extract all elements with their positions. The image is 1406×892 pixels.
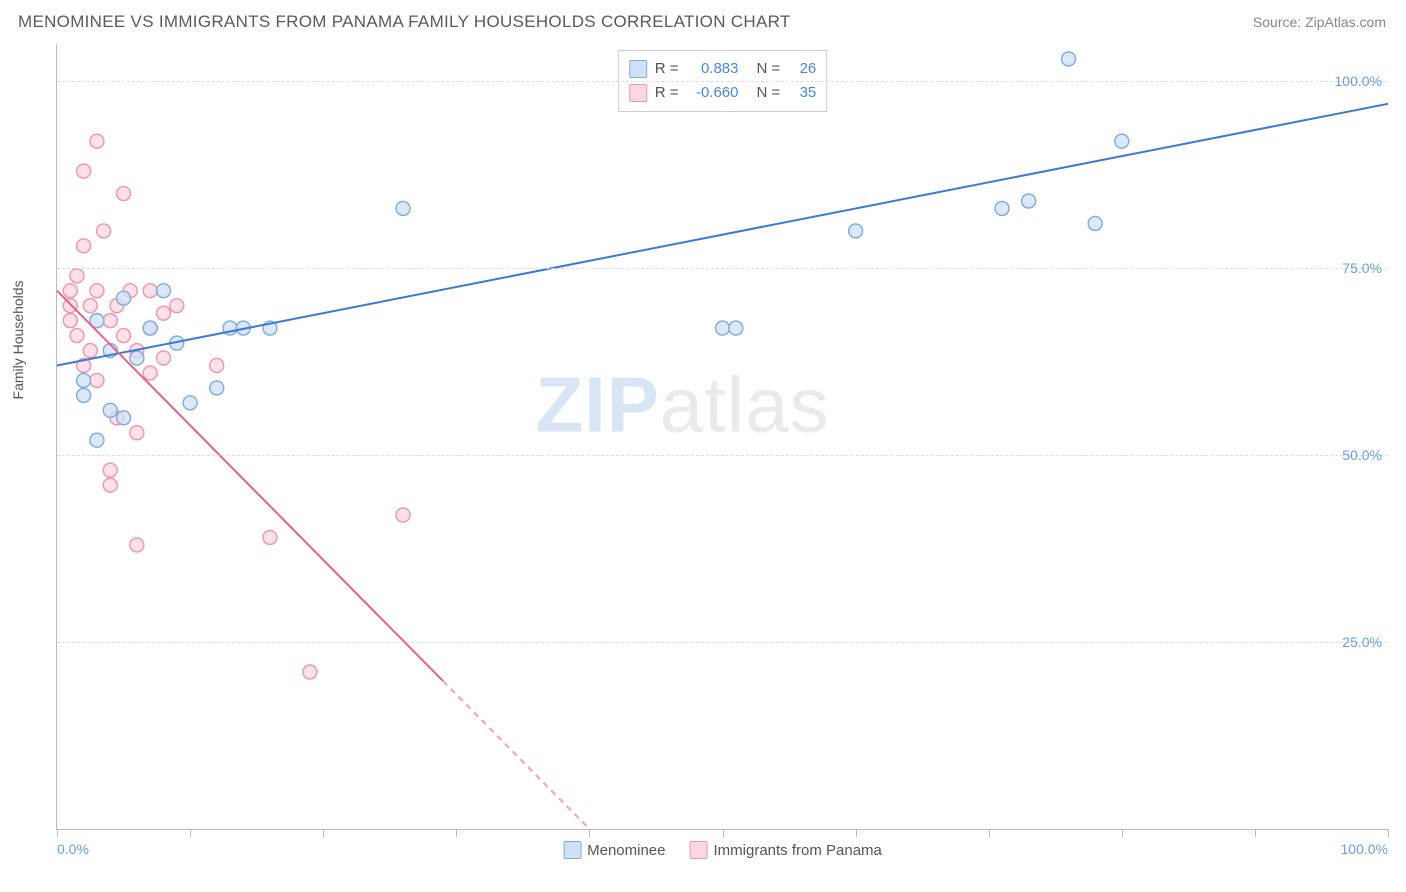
data-point <box>210 358 224 372</box>
legend-item: Immigrants from Panama <box>690 841 882 859</box>
data-point <box>143 321 157 335</box>
data-point <box>117 187 131 201</box>
legend-swatch <box>690 841 708 859</box>
data-point <box>63 284 77 298</box>
legend-n-value: 26 <box>788 57 816 81</box>
data-point <box>77 164 91 178</box>
legend-r-label: R = <box>655 81 679 105</box>
y-axis-label: Family Households <box>10 280 26 399</box>
data-point <box>83 299 97 313</box>
x-tick <box>57 829 58 837</box>
data-point <box>97 224 111 238</box>
data-point <box>70 329 84 343</box>
data-point <box>849 224 863 238</box>
data-point <box>156 351 170 365</box>
data-point <box>729 321 743 335</box>
data-point <box>303 665 317 679</box>
header: MENOMINEE VS IMMIGRANTS FROM PANAMA FAMI… <box>0 0 1406 40</box>
x-tick <box>589 829 590 837</box>
data-point <box>70 269 84 283</box>
x-max-label: 100.0% <box>1341 841 1388 857</box>
data-point <box>77 373 91 387</box>
chart-title: MENOMINEE VS IMMIGRANTS FROM PANAMA FAMI… <box>18 12 791 32</box>
legend-row: R = -0.660 N = 35 <box>629 81 817 105</box>
data-point <box>1115 134 1129 148</box>
data-point <box>156 306 170 320</box>
x-tick <box>1388 829 1389 837</box>
chart-container: Family Households ZIPatlas R =0.883N =26… <box>18 44 1388 874</box>
data-point <box>995 201 1009 215</box>
source-label: Source: ZipAtlas.com <box>1253 14 1386 30</box>
data-point <box>90 373 104 387</box>
data-point <box>117 291 131 305</box>
gridline <box>57 268 1388 269</box>
chart-canvas <box>57 44 1388 829</box>
legend-r-label: R = <box>655 57 679 81</box>
data-point <box>1062 52 1076 66</box>
x-min-label: 0.0% <box>57 841 89 857</box>
legend-n-label: N = <box>757 81 781 105</box>
data-point <box>1022 194 1036 208</box>
trend-line-dashed <box>443 681 589 829</box>
y-tick-label: 75.0% <box>1342 260 1382 276</box>
legend-item: Menominee <box>563 841 665 859</box>
series-legend: Menominee Immigrants from Panama <box>563 841 882 859</box>
data-point <box>210 381 224 395</box>
data-point <box>263 530 277 544</box>
y-tick-label: 100.0% <box>1335 73 1382 89</box>
legend-n-label: N = <box>757 57 781 81</box>
legend-swatch <box>629 84 647 102</box>
data-point <box>117 329 131 343</box>
gridline <box>57 642 1388 643</box>
data-point <box>77 239 91 253</box>
data-point <box>63 299 77 313</box>
data-point <box>103 463 117 477</box>
legend-label: Menominee <box>587 842 665 859</box>
legend-row: R = 0.883 N = 26 <box>629 57 817 81</box>
data-point <box>90 284 104 298</box>
data-point <box>63 314 77 328</box>
data-point <box>90 433 104 447</box>
x-tick <box>1255 829 1256 837</box>
data-point <box>117 411 131 425</box>
x-tick <box>856 829 857 837</box>
x-tick <box>190 829 191 837</box>
y-tick-label: 25.0% <box>1342 634 1382 650</box>
gridline <box>57 455 1388 456</box>
data-point <box>103 403 117 417</box>
data-point <box>396 508 410 522</box>
data-point <box>183 396 197 410</box>
x-tick <box>989 829 990 837</box>
x-tick <box>723 829 724 837</box>
data-point <box>83 344 97 358</box>
y-tick-label: 50.0% <box>1342 447 1382 463</box>
legend-r-value: 0.883 <box>687 57 739 81</box>
legend-r-value: -0.660 <box>687 81 739 105</box>
data-point <box>156 284 170 298</box>
legend-n-value: 35 <box>788 81 816 105</box>
data-point <box>90 134 104 148</box>
gridline <box>57 81 1388 82</box>
data-point <box>130 426 144 440</box>
data-point <box>143 366 157 380</box>
data-point <box>130 351 144 365</box>
x-tick <box>1122 829 1123 837</box>
data-point <box>396 201 410 215</box>
data-point <box>143 284 157 298</box>
x-tick <box>456 829 457 837</box>
data-point <box>103 478 117 492</box>
data-point <box>716 321 730 335</box>
data-point <box>170 299 184 313</box>
data-point <box>103 314 117 328</box>
x-tick <box>323 829 324 837</box>
data-point <box>77 388 91 402</box>
data-point <box>130 538 144 552</box>
legend-swatch <box>629 60 647 78</box>
plot-area: ZIPatlas R =0.883N =26R =-0.660N =35 Men… <box>56 44 1388 830</box>
legend-swatch <box>563 841 581 859</box>
legend-label: Immigrants from Panama <box>714 842 882 859</box>
data-point <box>1088 216 1102 230</box>
